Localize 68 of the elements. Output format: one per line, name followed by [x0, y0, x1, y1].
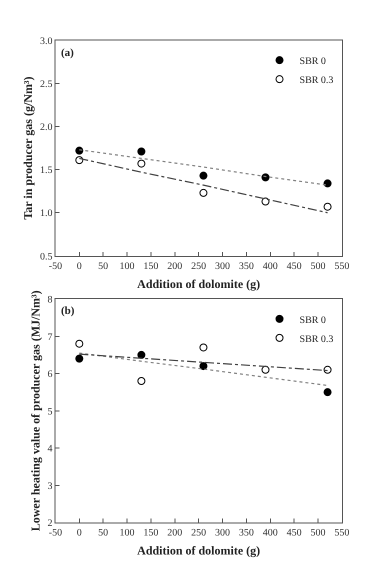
point: [137, 148, 146, 156]
y-axis-title: Lower heating value of producer gas (MJ/Nm³): [28, 290, 43, 532]
x-tick-label: 100: [120, 528, 135, 539]
annotation: (a): [61, 47, 74, 59]
y-axis-title: Tar in producer gas (g/Nm³): [21, 76, 36, 220]
point: [199, 172, 208, 180]
x-tick-label: 0: [76, 260, 82, 272]
x-tick-label: 100: [120, 260, 135, 272]
y-tick-label: 2.5: [40, 78, 52, 90]
x-tick-label: 500: [310, 528, 326, 539]
point: [137, 350, 146, 359]
point: [137, 160, 146, 168]
x-tick-label: 50: [98, 528, 108, 539]
y-tick-label: 2.0: [40, 122, 52, 133]
x-axis-title: Addition of dolomite (g): [137, 276, 260, 291]
point: [137, 376, 146, 385]
y-tick-label: 3.0: [40, 36, 52, 47]
line-series: [78, 352, 328, 386]
y-tick-label: 1.0: [40, 208, 52, 220]
y-tick-label: 5: [47, 406, 52, 418]
x-tick-label: 400: [262, 528, 278, 539]
legend-label: SBR 0: [300, 56, 326, 68]
point: [262, 366, 270, 374]
point: [324, 388, 332, 396]
x-tick-label: 200: [167, 260, 182, 272]
x-axis-title: Addition of dolomite (g): [137, 544, 260, 558]
x-tick-label: 300: [215, 528, 230, 539]
legend-label: SBR 0.3: [300, 334, 334, 345]
x-tick-label: 150: [143, 528, 158, 539]
x-tick-label: 500: [310, 260, 326, 272]
y-tick-label: 1.5: [40, 165, 52, 176]
point: [199, 362, 208, 370]
x-tick-label: 350: [238, 260, 254, 272]
x-tick-label: 450: [286, 528, 302, 539]
point: [199, 343, 208, 352]
point: [199, 188, 208, 197]
x-tick-label: 0: [76, 528, 82, 539]
y-tick-label: 4: [47, 444, 52, 455]
point: [324, 366, 332, 374]
point: [324, 202, 332, 211]
y-tick-label: 6: [47, 369, 52, 380]
x-tick-label: 550: [334, 260, 350, 272]
x-tick-label: 550: [334, 528, 350, 539]
x-tick-label: 400: [262, 260, 278, 272]
x-tick-label: 250: [191, 528, 206, 539]
x-tick-label: 200: [167, 528, 182, 539]
y-tick-label: 8: [47, 294, 52, 306]
y-tick-label: 2: [47, 518, 52, 530]
point: [75, 340, 84, 348]
point: [75, 354, 84, 363]
x-tick-label: 300: [215, 260, 230, 272]
y-tick-label: 3: [47, 480, 52, 492]
legend-label: SBR 0: [300, 314, 326, 326]
x-tick-label: 450: [286, 260, 302, 272]
point: [262, 173, 270, 182]
legend-label: SBR 0.3: [300, 75, 334, 86]
x-tick-label: 250: [191, 260, 206, 272]
y-tick-label: 0.5: [40, 251, 52, 262]
point: [75, 146, 84, 155]
point: [262, 198, 270, 206]
x-tick-label: -50: [48, 260, 62, 272]
x-tick-label: 150: [143, 260, 158, 272]
point: [324, 179, 332, 188]
annotation: (b): [61, 305, 75, 317]
y-tick-label: 7: [47, 332, 52, 343]
x-tick-label: -50: [48, 528, 62, 539]
x-tick-label: 350: [238, 528, 254, 539]
x-tick-label: 50: [98, 260, 108, 272]
